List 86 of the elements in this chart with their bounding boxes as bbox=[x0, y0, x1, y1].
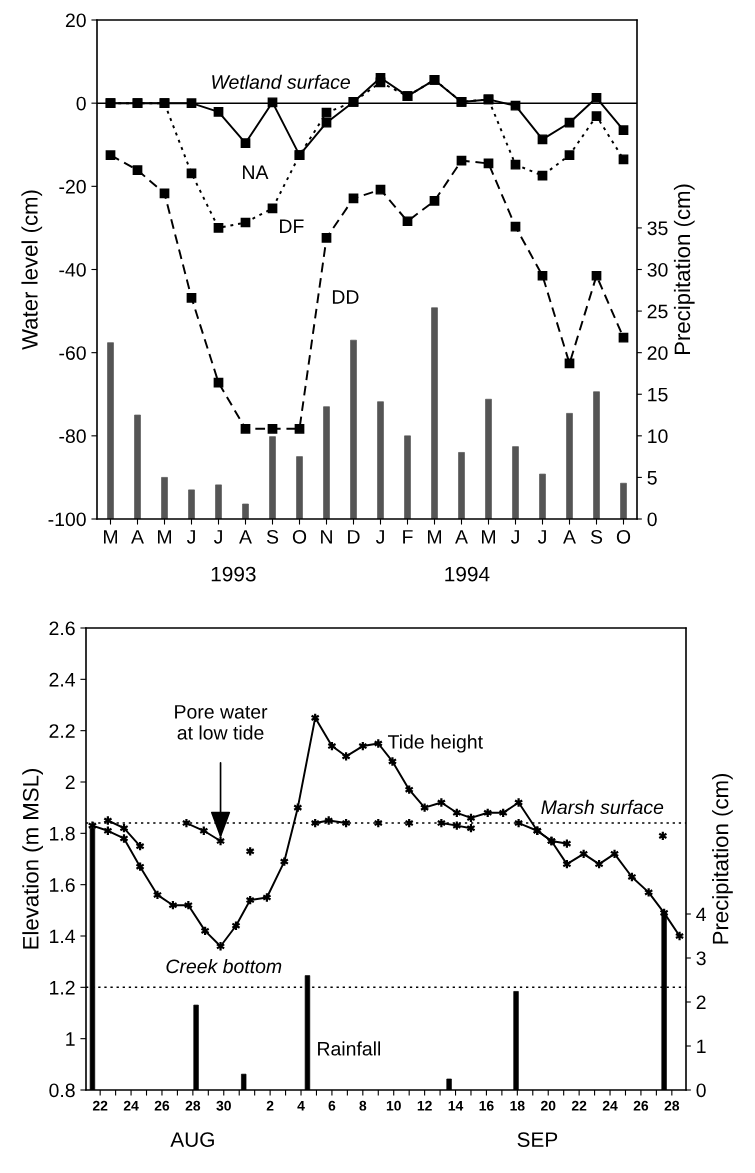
y-tick-label: 2.2 bbox=[49, 724, 75, 738]
y-tick-label: 2.6 bbox=[49, 621, 75, 636]
x-tick-label: 24 bbox=[602, 1100, 618, 1111]
x-tick-label: 16 bbox=[479, 1100, 494, 1111]
y-tick-label: 0.8 bbox=[49, 1083, 75, 1098]
y2-tick-label: 15 bbox=[648, 387, 668, 402]
x-tick-label: D bbox=[348, 530, 360, 544]
series-label: Rainfall bbox=[318, 1041, 381, 1056]
y2-tick-label: 3 bbox=[696, 951, 706, 966]
x-tick-label: 10 bbox=[386, 1100, 401, 1111]
x-tick-label: 12 bbox=[417, 1100, 432, 1111]
y2-tick-label: 25 bbox=[647, 304, 668, 319]
x-tick-label: M bbox=[158, 530, 171, 544]
x-tick-label: 24 bbox=[123, 1100, 139, 1111]
text: 1994 bbox=[445, 566, 490, 582]
text: 1993 bbox=[211, 566, 256, 582]
y-tick-label: 1.2 bbox=[50, 980, 75, 995]
y-axis-title: Water level (cm) bbox=[21, 190, 43, 350]
y2-tick-label: 10 bbox=[648, 429, 668, 444]
y-tick-label: 1.6 bbox=[50, 878, 75, 892]
y2-tick-label: 30 bbox=[647, 262, 668, 277]
x-tick-label: J bbox=[213, 530, 222, 544]
x-tick-label: J bbox=[537, 530, 546, 544]
y-tick-label: -80 bbox=[59, 429, 86, 444]
y-tick-label: 1.8 bbox=[50, 826, 75, 841]
x-tick-label: 18 bbox=[510, 1100, 525, 1111]
y-tick-label: 2 bbox=[65, 775, 75, 790]
x-tick-label: J bbox=[375, 530, 384, 544]
x-tick-label: A bbox=[563, 530, 576, 544]
x-tick-label: A bbox=[239, 530, 252, 544]
x-tick-label: M bbox=[104, 530, 117, 544]
x-tick-label: 8 bbox=[359, 1100, 367, 1111]
x-tick-label: S bbox=[266, 529, 279, 544]
y2-tick-label: 0 bbox=[647, 512, 657, 527]
y2-tick-label: 1 bbox=[697, 1039, 706, 1054]
x-tick-label: 28 bbox=[185, 1100, 201, 1111]
x-tick-label: 4 bbox=[297, 1100, 305, 1111]
x-tick-label: N bbox=[321, 530, 332, 544]
y2-tick-label: 2 bbox=[696, 995, 706, 1010]
x-tick-label: 30 bbox=[216, 1100, 231, 1111]
y-tick-label: 1 bbox=[66, 1032, 75, 1046]
y2-tick-label: 5 bbox=[647, 471, 657, 485]
y2-tick-label: 0 bbox=[696, 1083, 706, 1098]
x-tick-label: M bbox=[428, 530, 441, 544]
x-tick-label: 20 bbox=[540, 1100, 556, 1111]
y-tick-label: 2.4 bbox=[49, 672, 76, 687]
y2-tick-label: 20 bbox=[647, 346, 668, 360]
y-tick-label: -20 bbox=[59, 179, 86, 194]
y-tick-label: 1.4 bbox=[50, 929, 76, 944]
ref-line-label: Wetland surface bbox=[212, 74, 350, 89]
x-tick-label: 26 bbox=[633, 1100, 649, 1111]
x-tick-label: 14 bbox=[448, 1100, 464, 1111]
y2-tick-label: 35 bbox=[647, 221, 668, 236]
x-tick-label: S bbox=[590, 529, 603, 544]
x-tick-label: M bbox=[482, 530, 495, 544]
x-tick-label: A bbox=[131, 530, 144, 544]
y-tick-label: -60 bbox=[59, 346, 86, 360]
x-tick-label: 2 bbox=[266, 1100, 274, 1111]
x-tick-label: F bbox=[403, 530, 413, 544]
x-tick-label: 6 bbox=[328, 1100, 336, 1111]
ref-line-label: Marsh surface bbox=[541, 799, 664, 815]
y-tick-label: -40 bbox=[59, 262, 86, 277]
x-tick-label: 22 bbox=[571, 1100, 587, 1111]
x-tick-label: O bbox=[616, 529, 631, 544]
annotation: Pore water at low tide bbox=[175, 705, 268, 740]
x-tick-label: O bbox=[292, 529, 307, 544]
series-label: Tide height bbox=[387, 734, 483, 753]
x-tick-label: J bbox=[186, 530, 195, 544]
x-tick-label: 28 bbox=[664, 1100, 680, 1111]
x-tick-label: 22 bbox=[92, 1100, 108, 1111]
ref-line-label: Creek bottom bbox=[166, 958, 282, 974]
x-tick-label: 26 bbox=[154, 1100, 170, 1111]
y2-tick-label: 4 bbox=[696, 907, 706, 922]
y-tick-label: 0 bbox=[76, 96, 86, 111]
y-axis-title: Elevation (m MSL) bbox=[22, 768, 43, 949]
series-label: DD bbox=[332, 290, 359, 304]
text: SEP bbox=[517, 1132, 558, 1147]
y2-axis-title: Precipitation (cm) bbox=[673, 184, 695, 355]
y2-axis-title: Precipitation (cm) bbox=[712, 773, 733, 944]
series-label: NA bbox=[243, 165, 269, 179]
y-tick-label: -100 bbox=[48, 512, 86, 527]
x-tick-label: J bbox=[510, 530, 519, 544]
series-label: DF bbox=[280, 219, 304, 233]
y-tick-label: 20 bbox=[65, 13, 86, 28]
text: AUG bbox=[170, 1132, 214, 1147]
x-tick-label: A bbox=[455, 530, 468, 544]
